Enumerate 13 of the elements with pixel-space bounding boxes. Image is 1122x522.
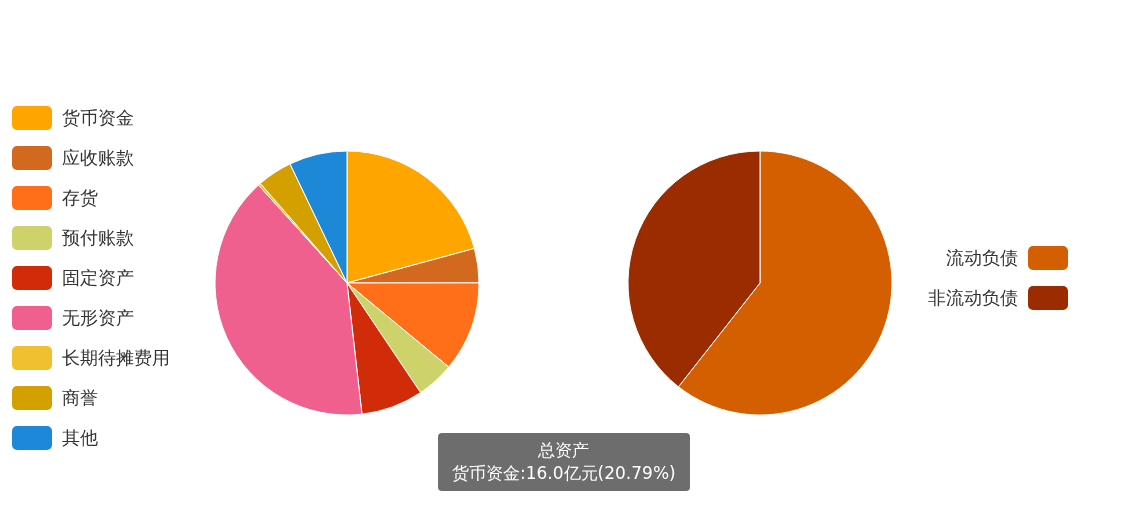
legend-label: 其他: [62, 426, 98, 450]
legend-label: 存货: [62, 186, 98, 210]
legend-label: 流动负债: [946, 246, 1018, 270]
text: 总资产: [537, 439, 591, 462]
legend-label: 长期待摊费用: [62, 346, 170, 370]
legend-label: 非流动负债: [928, 286, 1018, 310]
text: 货币资金:16.0亿元(20.79%): [452, 462, 676, 485]
legend-label: 应收账款: [62, 146, 134, 170]
legend-label: 固定资产: [62, 266, 134, 290]
legend-label: 货币资金: [62, 106, 134, 130]
legend-label: 商誉: [62, 386, 98, 410]
legend-label: 预付账款: [62, 226, 134, 250]
legend-label: 无形资产: [62, 306, 134, 330]
